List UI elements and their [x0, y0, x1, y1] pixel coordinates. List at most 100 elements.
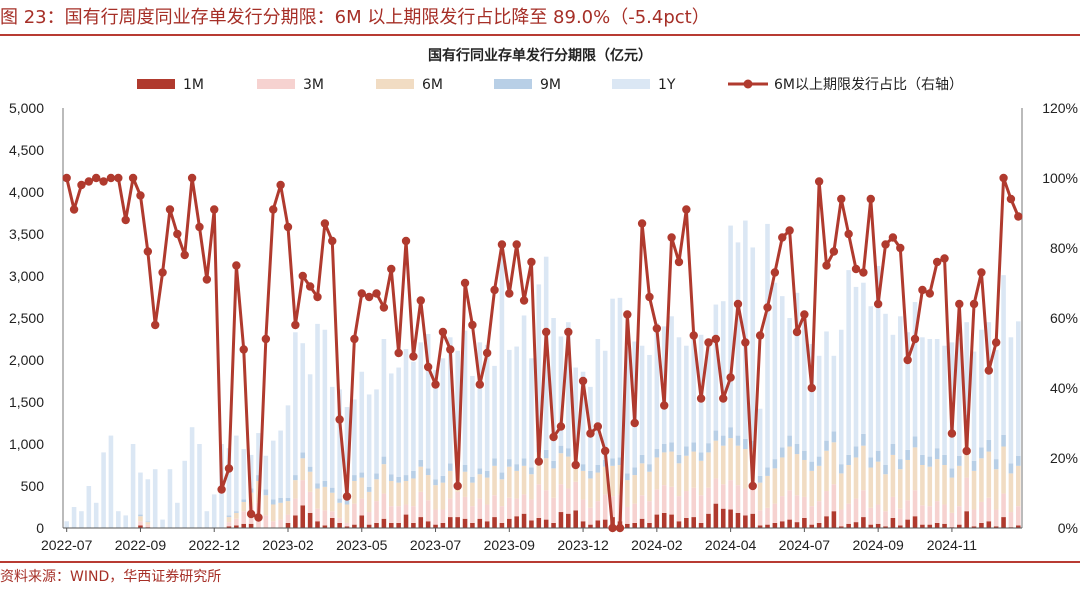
bar-3m [861, 490, 866, 518]
bar-3m [602, 494, 608, 520]
bar-6m [949, 477, 955, 513]
ratio-point [512, 240, 521, 249]
bar-6m [979, 458, 984, 502]
bar-1y [79, 511, 84, 528]
bar-9m [971, 460, 977, 471]
bar-9m [477, 468, 483, 475]
ratio-point [180, 250, 189, 260]
bar-6m [388, 480, 394, 507]
ratio-point [379, 303, 389, 312]
ratio-point [873, 299, 883, 309]
bar-1m [425, 521, 431, 528]
bar-6m [484, 477, 490, 505]
y-right-tick-label: 0% [1058, 520, 1078, 536]
bar-1m [779, 521, 785, 528]
bar-1y [654, 323, 660, 450]
bar-1m [787, 519, 792, 528]
bar-9m [610, 458, 615, 466]
bar-1y [831, 355, 837, 432]
ratio-point [77, 180, 86, 190]
bar-1y [669, 316, 674, 443]
y-right-tick-label: 60% [1050, 310, 1078, 326]
bar-6m [241, 501, 247, 512]
bar-1y [418, 342, 424, 460]
bar-3m [743, 488, 748, 516]
legend-label: 1Y [658, 77, 676, 93]
bar-3m [411, 506, 416, 523]
bar-9m [772, 459, 778, 469]
x-tick-label: 2024-07 [779, 537, 831, 553]
bar-1y [986, 322, 992, 440]
bar-3m [374, 501, 379, 523]
bar-9m [691, 442, 697, 452]
y-left-tick-label: 5,000 [9, 100, 44, 116]
bar-1y [580, 371, 586, 465]
bar-1y [720, 301, 726, 436]
bar-1y [883, 313, 888, 465]
bar-3m [477, 498, 483, 519]
legend-label: 9M [540, 77, 561, 93]
bar-1m [573, 510, 578, 528]
bar-1m [853, 522, 859, 528]
bar-3m [492, 495, 497, 518]
bar-1y [728, 225, 733, 428]
bar-6m [934, 459, 940, 502]
bar-1y [971, 351, 977, 461]
bar-9m [580, 464, 586, 471]
bar-6m [344, 504, 350, 523]
bar-9m [263, 489, 269, 496]
bar-3m [735, 485, 741, 513]
bar-1y [676, 337, 682, 455]
bar-1y [278, 430, 283, 498]
bar-1m [654, 514, 660, 528]
bar-6m [713, 440, 719, 479]
source-rule [0, 561, 1080, 563]
ratio-point [151, 320, 160, 330]
bar-6m [418, 466, 424, 492]
ratio-point [158, 268, 167, 277]
bar-1m [440, 522, 446, 528]
ratio-point [837, 194, 846, 204]
bar-9m [824, 440, 829, 451]
bar-1y [470, 375, 475, 477]
bar-1y [625, 347, 630, 474]
bar-1m [750, 513, 756, 528]
bar-1m [743, 515, 748, 528]
bar-3m [957, 506, 962, 525]
ratio-point [173, 229, 182, 239]
bar-1m [942, 523, 947, 528]
bar-9m [639, 454, 645, 464]
ratio-point [549, 432, 558, 442]
bar-9m [521, 458, 527, 466]
y-right-tick-label: 20% [1050, 450, 1078, 466]
bar-1y [116, 511, 121, 528]
bar-3m [595, 501, 601, 521]
bar-1y [890, 334, 896, 444]
bar-6m [138, 516, 143, 522]
y-right-tick-label: 120% [1042, 100, 1078, 116]
bar-1m [684, 517, 689, 528]
bar-9m [514, 464, 519, 471]
bar-1y [256, 433, 261, 476]
bar-3m [433, 509, 438, 525]
y-left-tick-label: 0 [36, 520, 44, 536]
bar-1m [794, 522, 800, 528]
y-left-tick-label: 2,000 [9, 352, 44, 368]
bar-6m [639, 463, 645, 496]
bar-3m [765, 507, 770, 525]
bar-1y [440, 358, 446, 476]
bar-9m [809, 461, 815, 471]
bar-9m [625, 473, 630, 481]
bar-1y [388, 373, 394, 475]
legend-label: 3M [303, 77, 324, 93]
bar-1m [979, 522, 984, 528]
ratio-point [851, 264, 861, 274]
bar-1m [588, 524, 593, 528]
bar-9m [802, 450, 807, 460]
x-tick-label: 2024-04 [705, 537, 757, 553]
bar-9m [905, 449, 910, 460]
bar-9m [750, 440, 756, 450]
bar-3m [529, 499, 534, 521]
bar-9m [713, 430, 719, 441]
ratio-point [741, 338, 750, 347]
